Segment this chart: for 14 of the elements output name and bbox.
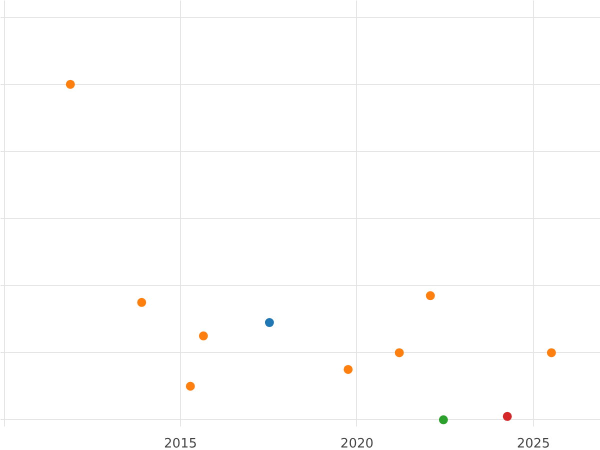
x-tick-label: 2020 [340, 436, 374, 450]
point [186, 382, 195, 391]
point [344, 364, 353, 374]
point [502, 412, 512, 421]
point [198, 331, 208, 340]
x-tick-label: 2025 [516, 436, 550, 450]
point [546, 348, 556, 358]
point [264, 318, 274, 328]
point [394, 348, 404, 358]
x-tick-label: 2015 [164, 436, 198, 450]
point [438, 415, 448, 424]
point [137, 298, 146, 307]
point [426, 291, 435, 300]
point [66, 80, 75, 89]
